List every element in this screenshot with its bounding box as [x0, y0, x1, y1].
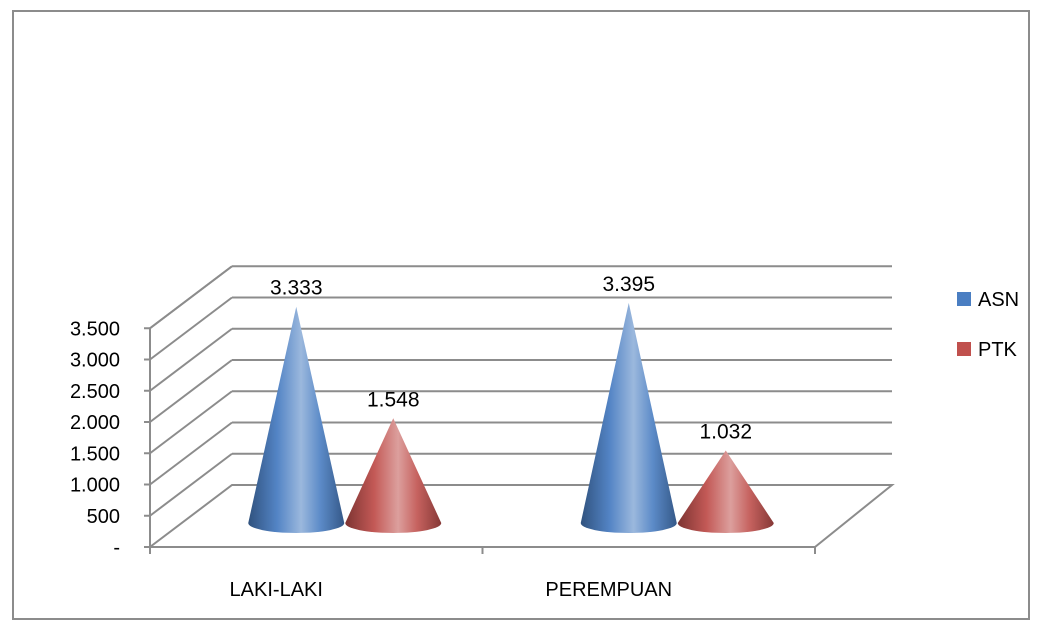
gridline-side [149, 296, 233, 361]
data-label: 3.395 [602, 273, 655, 296]
data-label: 1.548 [367, 388, 420, 411]
y-tick-label: 1.500 [70, 443, 120, 465]
y-tick-label: 2.500 [70, 381, 120, 403]
gridline-side [149, 327, 233, 392]
y-tick-label: 3.500 [70, 318, 120, 340]
cone-body [345, 418, 442, 533]
legend-swatch-asn [957, 292, 971, 306]
data-label: 1.032 [699, 421, 752, 444]
y-tick-labels: - 500 1.000 1.500 2.000 2.500 3.000 3.500 [70, 318, 120, 559]
cone-ptk-perempuan [677, 450, 774, 533]
axes [144, 327, 816, 554]
data-label: 3.333 [270, 277, 323, 300]
cone-marks [248, 302, 774, 533]
y-tick-label: 3.000 [70, 350, 120, 372]
cone-body [248, 306, 345, 533]
data-labels: 3.333 1.548 3.395 1.032 [270, 273, 752, 444]
cone-ptk-laki-laki [345, 418, 442, 533]
gridline-side [149, 265, 233, 330]
y-tick-label: 2.000 [70, 412, 120, 434]
legend: ASN PTK [957, 289, 1019, 361]
cone-body [580, 302, 677, 533]
floor [147, 484, 895, 548]
y-tick-label: 1.000 [70, 475, 120, 497]
x-tick-label: PEREMPUAN [545, 579, 672, 601]
y-tick-label: 500 [87, 506, 120, 528]
cone-body [677, 450, 774, 533]
legend-swatch-ptk [957, 342, 971, 356]
gridline-side [149, 390, 233, 455]
x-tick-label: LAKI-LAKI [230, 579, 323, 601]
chart-frame [12, 10, 1030, 620]
cone-asn-laki-laki [248, 306, 345, 533]
gridline-side [149, 421, 233, 486]
cone-asn-perempuan [580, 302, 677, 533]
legend-label-asn: ASN [978, 289, 1019, 311]
legend-label-ptk: PTK [978, 339, 1018, 361]
gridline-side [149, 359, 233, 423]
y-tick-label: - [113, 537, 120, 559]
x-tick-labels: LAKI-LAKI PEREMPUAN [230, 579, 673, 601]
gridlines [149, 265, 892, 517]
gridline-side [149, 452, 233, 517]
